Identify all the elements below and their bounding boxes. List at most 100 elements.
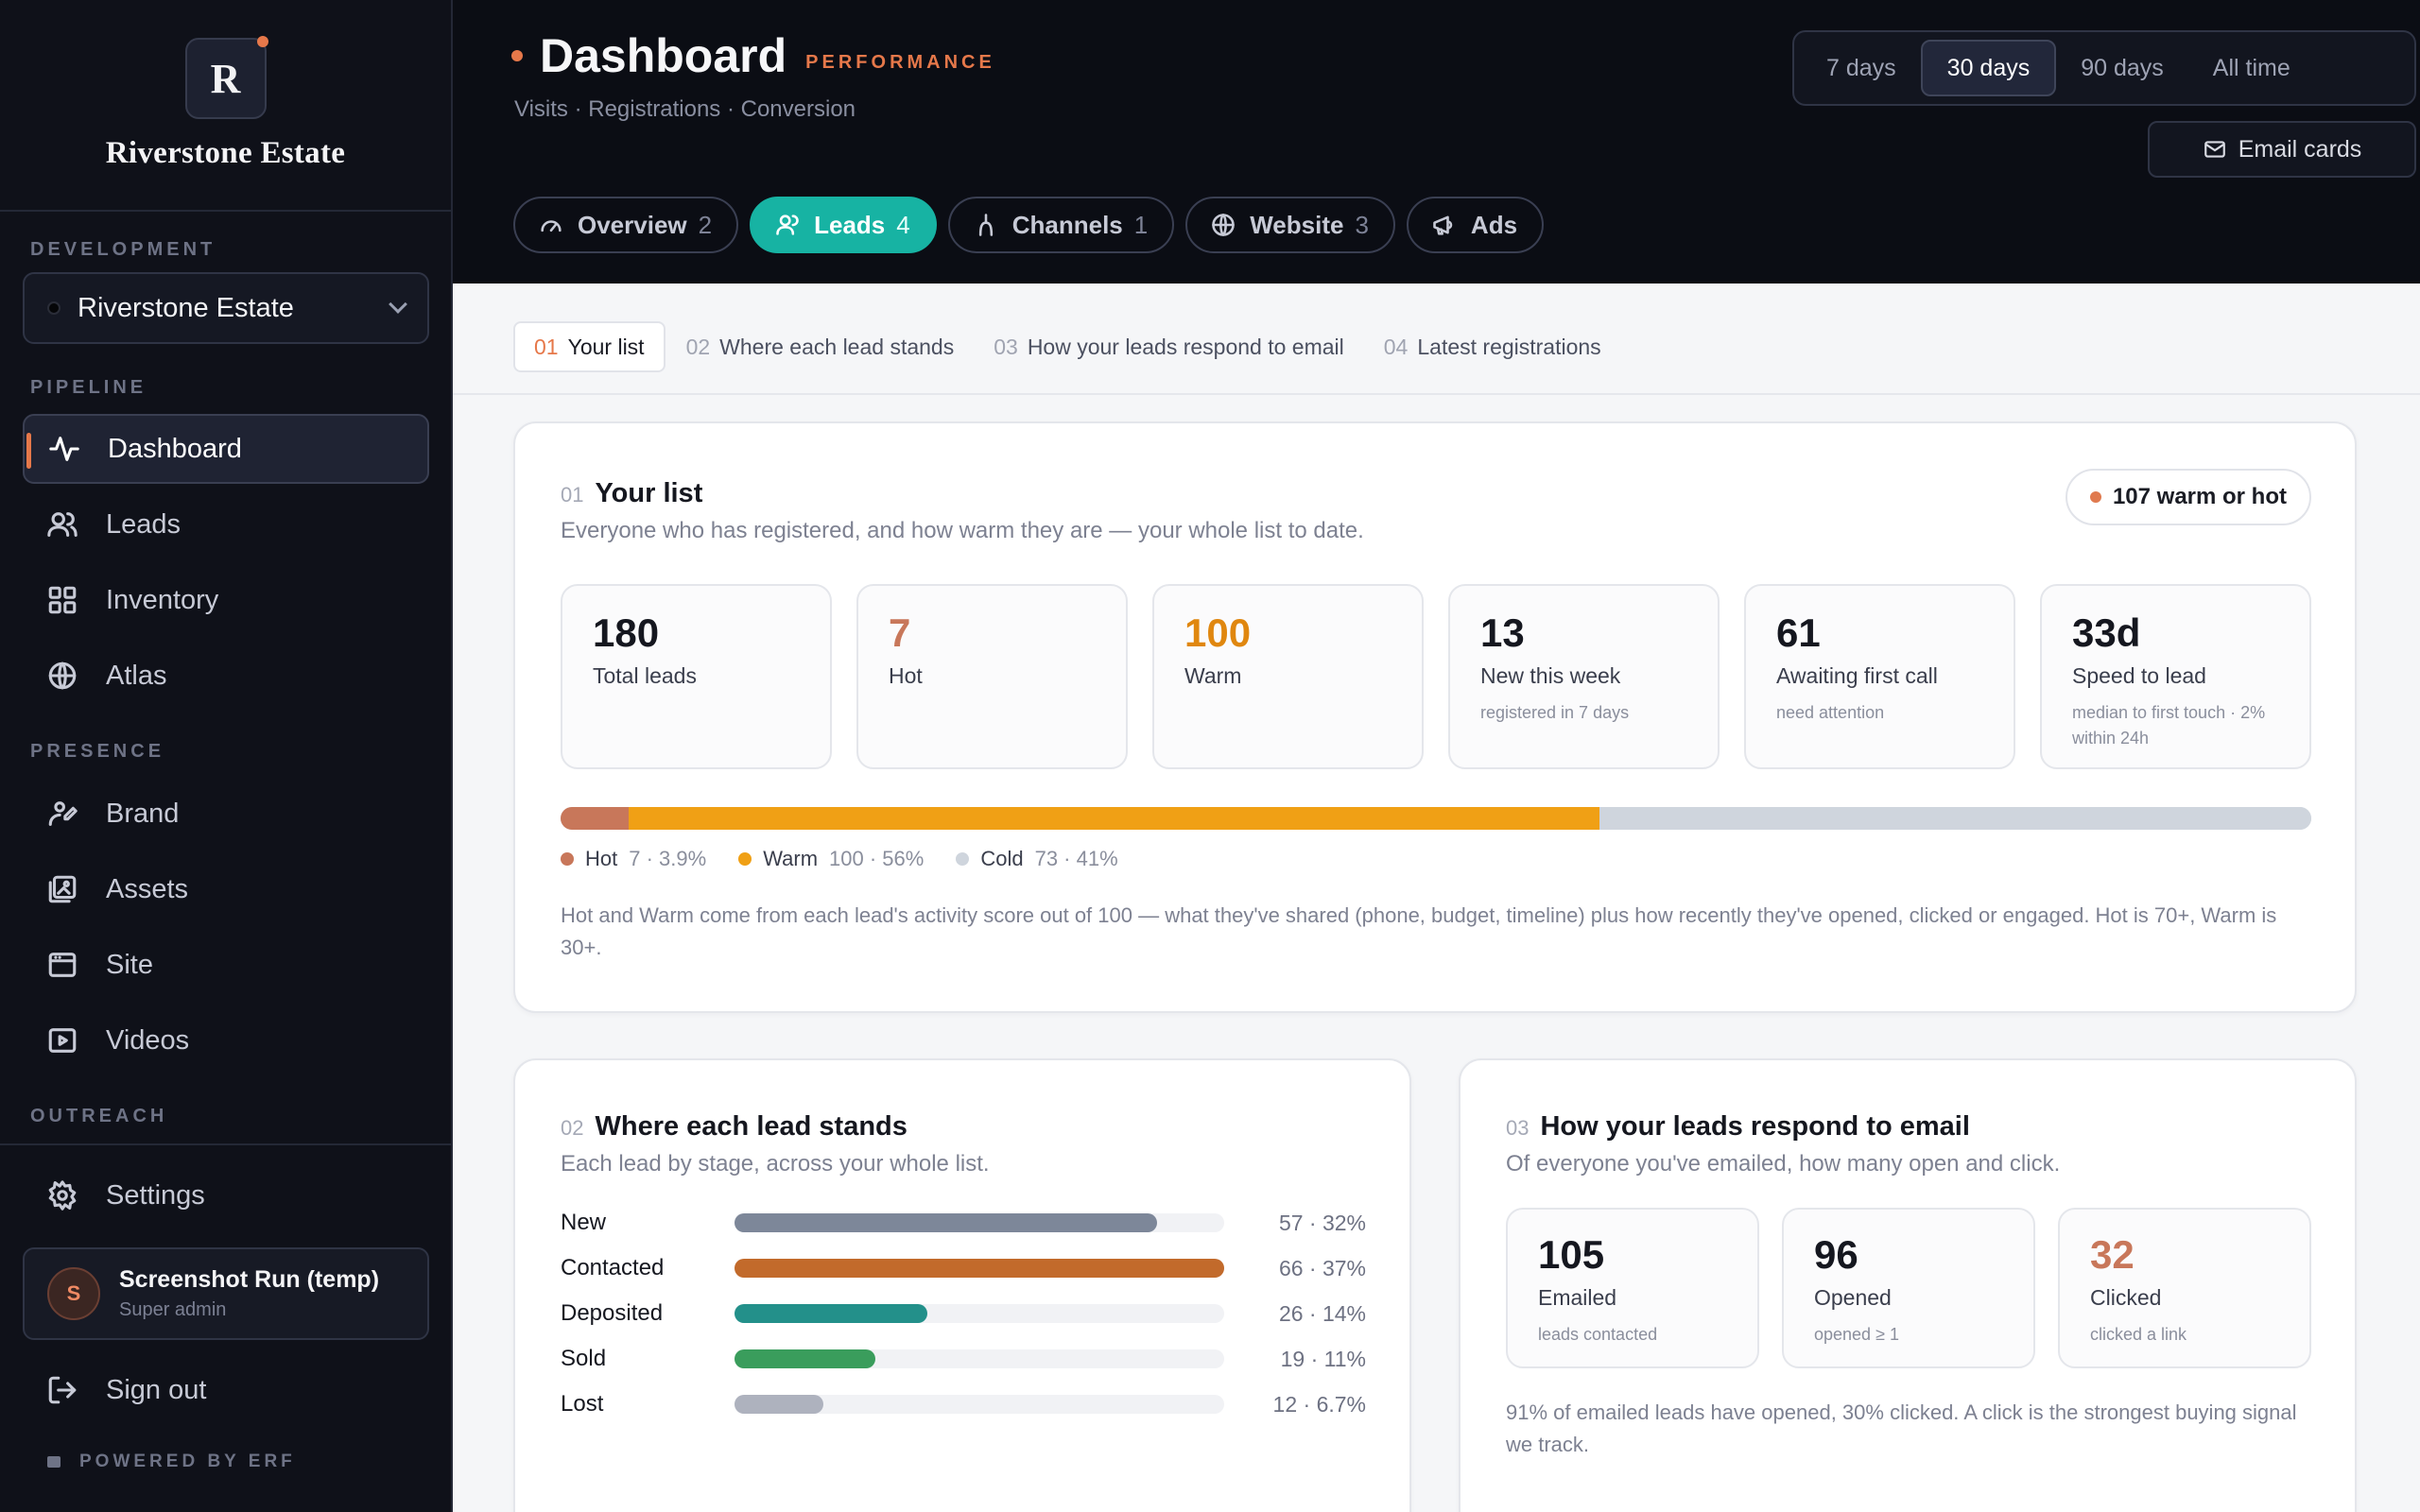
powered-by: POWERED BY ERF <box>47 1452 296 1472</box>
tab-website[interactable]: Website 3 <box>1185 197 1395 253</box>
range-90-days[interactable]: 90 days <box>2081 54 2164 81</box>
warm-hot-badge: 107 warm or hot <box>2065 469 2311 525</box>
stage-value: 66 · 37% <box>1278 1255 1366 1280</box>
lead-stages-card: 02 Where each lead stands Each lead by s… <box>513 1058 1411 1512</box>
tab-overview[interactable]: Overview 2 <box>513 197 739 253</box>
subnav-num: 04 <box>1383 334 1409 359</box>
mail-icon <box>2204 141 2225 158</box>
legend-value: 73 · 41% <box>1034 847 1118 870</box>
page-header: Dashboard PERFORMANCE Visits · Registrat… <box>453 0 2420 284</box>
stage-row-sold[interactable]: Sold 19 · 11% <box>561 1340 1366 1378</box>
sidebar-item-leads[interactable]: Leads <box>23 490 429 559</box>
development-select[interactable]: Riverstone Estate <box>23 272 429 344</box>
stat-warm[interactable]: 100 Warm <box>1152 584 1424 769</box>
tab-label: Website <box>1250 210 1344 239</box>
subnav-label: Where each lead stands <box>719 334 955 359</box>
card-subtitle: Each lead by stage, across your whole li… <box>561 1151 990 1177</box>
activity-icon <box>47 432 81 466</box>
stage-fill <box>735 1304 928 1323</box>
sidebar-item-settings[interactable]: Settings <box>23 1160 429 1230</box>
stat-awaiting-first-call[interactable]: 61 Awaiting first call need attention <box>1744 584 2015 769</box>
sidebar-item-inventory[interactable]: Inventory <box>23 565 429 635</box>
subnav-label: Latest registrations <box>1417 334 1601 359</box>
legend-dot <box>561 852 574 866</box>
stat-total-leads[interactable]: 180 Total leads <box>561 584 832 769</box>
settings-label: Settings <box>106 1179 205 1211</box>
brand-block: R Riverstone Estate <box>0 0 451 212</box>
browser-icon <box>45 948 79 982</box>
tab-leads[interactable]: Leads 4 <box>750 197 937 253</box>
legend-dot <box>956 852 970 866</box>
stage-row-deposited[interactable]: Deposited 26 · 14% <box>561 1295 1366 1332</box>
globe-icon <box>45 659 79 693</box>
sidebar-item-site[interactable]: Site <box>23 930 429 1000</box>
subnav-latest-registrations[interactable]: 04 Latest registrations <box>1365 321 1620 372</box>
stat-label: Awaiting first call <box>1776 663 1938 688</box>
presence-label: PRESENCE <box>30 741 165 762</box>
sidebar-item-assets[interactable]: Assets <box>23 854 429 924</box>
subnav-num: 03 <box>994 334 1018 359</box>
card-title: Where each lead stands <box>595 1111 908 1142</box>
stage-value: 19 · 11% <box>1280 1346 1366 1371</box>
user-name: Screenshot Run (temp) <box>119 1266 380 1293</box>
sidebar-item-atlas[interactable]: Atlas <box>23 641 429 711</box>
legend-value: 7 · 3.9% <box>629 847 707 870</box>
card-header: 03 How your leads respond to email <box>1506 1111 1970 1143</box>
stat-value: 61 <box>1776 610 1821 655</box>
stat-opened[interactable]: 96 Opened opened ≥ 1 <box>1782 1208 2035 1368</box>
powered-text: POWERED BY ERF <box>79 1452 296 1471</box>
brand-name: Riverstone Estate <box>105 136 346 170</box>
notification-dot <box>256 36 268 47</box>
stat-emailed[interactable]: 105 Emailed leads contacted <box>1506 1208 1759 1368</box>
pipeline-label: PIPELINE <box>30 377 147 398</box>
stage-fill <box>735 1349 876 1368</box>
subnav-num: 01 <box>534 334 559 359</box>
tab-ads[interactable]: Ads <box>1406 197 1545 253</box>
sign-out-label: Sign out <box>106 1374 207 1405</box>
legend-label: Hot <box>585 847 618 870</box>
legend-warm: Warm 100 · 56% <box>738 847 924 871</box>
stage-track <box>735 1213 1224 1232</box>
sign-out-button[interactable]: Sign out <box>23 1355 429 1425</box>
stage-fill <box>735 1259 1224 1278</box>
erf-logo-icon <box>47 1456 60 1468</box>
stat-hot[interactable]: 7 Hot <box>856 584 1128 769</box>
stage-name: Deposited <box>561 1300 664 1326</box>
development-label: DEVELOPMENT <box>30 239 216 260</box>
your-list-card: 01 Your list Everyone who has registered… <box>513 421 2357 1013</box>
sidebar-item-videos[interactable]: Videos <box>23 1005 429 1075</box>
email-cards-label: Email cards <box>2238 135 2362 163</box>
brand-initial: R <box>210 55 241 102</box>
subnav-email-response[interactable]: 03 How your leads respond to email <box>975 321 1363 372</box>
sidebar-item-brand[interactable]: Brand <box>23 779 429 849</box>
range-30-days[interactable]: 30 days <box>1920 40 2057 96</box>
development-value: Riverstone Estate <box>78 292 294 323</box>
stat-new-this-week[interactable]: 13 New this week registered in 7 days <box>1448 584 1720 769</box>
user-card[interactable]: S Screenshot Run (temp) Super admin <box>23 1247 429 1340</box>
range-all-time[interactable]: All time <box>2212 54 2290 81</box>
stat-note: leads contacted <box>1538 1325 1658 1344</box>
subnav-lead-stages[interactable]: 02 Where each lead stands <box>667 321 974 372</box>
legend-label: Cold <box>980 847 1024 870</box>
tab-count: 2 <box>698 210 713 239</box>
tab-channels[interactable]: Channels 1 <box>947 197 1175 253</box>
sidebar-item-dashboard[interactable]: Dashboard <box>23 414 429 484</box>
stage-row-contacted[interactable]: Contacted 66 · 37% <box>561 1249 1366 1287</box>
card-header: 02 Where each lead stands <box>561 1111 908 1143</box>
sidebar-footer: Settings S Screenshot Run (temp) Super a… <box>0 1143 453 1512</box>
page-title: Dashboard <box>540 29 787 82</box>
email-cards-button[interactable]: Email cards <box>2148 121 2416 178</box>
range-7-days[interactable]: 7 days <box>1826 54 1896 81</box>
stat-clicked[interactable]: 32 Clicked clicked a link <box>2058 1208 2311 1368</box>
stat-label: New this week <box>1480 663 1621 688</box>
subnav-your-list[interactable]: 01 Your list <box>513 321 666 372</box>
palette-icon <box>45 797 79 831</box>
stage-row-new[interactable]: New 57 · 32% <box>561 1204 1366 1242</box>
chevron-down-icon <box>389 295 407 314</box>
brand-logo[interactable]: R <box>184 36 268 119</box>
stage-row-lost[interactable]: Lost 12 · 6.7% <box>561 1385 1366 1423</box>
stat-speed-to-lead[interactable]: 33d Speed to lead median to first touch … <box>2040 584 2311 769</box>
card-subtitle: Of everyone you've emailed, how many ope… <box>1506 1151 2061 1177</box>
stat-value: 180 <box>593 610 660 655</box>
card-header: 01 Your list <box>561 478 702 509</box>
